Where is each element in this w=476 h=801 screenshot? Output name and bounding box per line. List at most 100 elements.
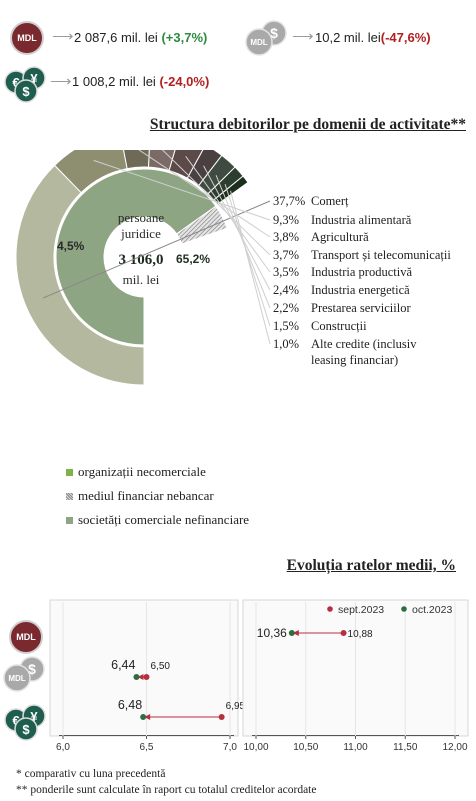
mdl-indexed-value: 10,2 mil. lei(-47,6%) [315, 30, 431, 45]
leader-line [185, 156, 271, 273]
svg-text:$: $ [28, 661, 36, 677]
rates-chart-title: Evoluția ratelor medii, % [286, 557, 456, 574]
x-tick-label: 6,0 [56, 742, 70, 753]
svg-text:$: $ [270, 25, 278, 41]
change-arrow [144, 714, 151, 720]
legend-label: oct.2023 [412, 604, 452, 616]
point-oct [133, 674, 140, 680]
donut-center-text: persoane [118, 210, 164, 225]
mdl-value: 2 087,6 mil. lei (+3,7%) [74, 30, 208, 45]
outer-label-pct: 3,8% [273, 230, 299, 244]
svg-text:¥: ¥ [30, 709, 38, 724]
x-tick-label: 11,50 [393, 742, 418, 753]
footnote-2: ** ponderile sunt calculate în raport cu… [16, 784, 317, 796]
value-label-sept: 10,88 [348, 629, 373, 640]
value-label-sept: 6,50 [151, 661, 171, 672]
outer-label-pct: 1,5% [273, 319, 299, 333]
svg-text:¥: ¥ [30, 71, 38, 86]
x-tick-label: 10,50 [293, 742, 318, 753]
donut-center-text: mil. lei [123, 272, 160, 287]
point-oct [288, 630, 295, 636]
leader-line [42, 200, 271, 299]
coins-dollar-icon: $ MDL [3, 656, 45, 692]
legend-item-societati: societăți comerciale nefinanciare [66, 512, 249, 528]
legend-marker [327, 606, 333, 612]
x-tick-label: 10,00 [243, 742, 268, 753]
leader-line [93, 159, 271, 221]
outer-label-pct: 9,3% [273, 213, 299, 227]
value-label-sept: 6,95 [226, 701, 246, 712]
arrow-right-icon: ⟶ [292, 28, 314, 45]
value-label-oct: 6,48 [118, 698, 142, 712]
inner-label-societati: 65,2% [176, 252, 210, 266]
inner-ring-segment [175, 205, 228, 245]
outer-label-name: Alte credite (inclusiv [311, 337, 417, 351]
point-sept [218, 714, 225, 720]
foreign-value: 1 008,2 mil. lei (-24,0%) [72, 74, 210, 89]
x-tick-label: 7,0 [223, 742, 237, 753]
outer-label-pct: 1,0% [273, 337, 299, 351]
leader-line [203, 165, 271, 291]
donut-chart-title: Structura debitorilor pe domenii de acti… [149, 116, 466, 133]
leader-line [230, 190, 271, 345]
inner-ring-segment [55, 168, 217, 346]
euro-dollar-yen-icon: € ¥ $ [4, 704, 46, 741]
outer-label-pct: 37,7% [273, 194, 305, 208]
inner-label-nebancar: 4,5% [57, 239, 85, 253]
outer-label-pct: 3,7% [273, 248, 299, 262]
outer-ring-segment [53, 150, 128, 194]
outer-label-pct: 3,5% [273, 265, 299, 279]
leader-line [138, 150, 271, 238]
legend-marker [401, 606, 407, 612]
x-tick-label: 6,5 [140, 742, 154, 753]
coins-mdl-label: MDL [250, 38, 267, 47]
legend-swatch [66, 516, 73, 524]
outer-label-name: Industria productivă [311, 265, 412, 279]
outer-label-pct: 2,4% [273, 283, 299, 297]
point-sept [143, 674, 150, 680]
outer-label-name: Prestarea serviciilor [311, 301, 411, 315]
mdl-badge: MDL [10, 21, 44, 55]
donut-center-text: 3 106,0 [119, 252, 164, 268]
svg-text:$: $ [22, 84, 30, 99]
outer-label-name: Industria energetică [311, 283, 410, 297]
coins-mdl-label: MDL [8, 674, 25, 683]
legend-item-organizatii: organizații necomerciale [66, 464, 206, 480]
donut-center-text: juridice [120, 226, 161, 241]
outer-label-name: Transport și telecomunicații [311, 248, 451, 262]
legend-swatch [66, 468, 73, 476]
rates-mdl-badge: MDL [9, 620, 43, 654]
outer-ring-segment [15, 164, 145, 386]
rates-panel [49, 599, 239, 737]
coins-dollar-icon: $ MDL [245, 20, 287, 56]
outer-label-name: Agricultură [311, 230, 369, 244]
x-tick-label: 12,00 [442, 742, 467, 753]
legend-label: sept.2023 [338, 604, 384, 616]
legend-swatch [66, 492, 73, 500]
outer-label-name: Industria alimentară [311, 213, 412, 227]
value-label-oct: 10,36 [257, 626, 287, 640]
svg-text:$: $ [22, 722, 30, 737]
arrow-right-icon: ⟶ [52, 28, 74, 45]
point-oct [140, 714, 147, 720]
rates-chart: 6,0 6,5 7,0 6,44 6,50 6,48 6,95 10,00 10,50 11,00… [49, 599, 469, 753]
outer-label-pct: 2,2% [273, 301, 299, 315]
legend-item-mediul-financiar: mediul financiar nebancar [66, 488, 214, 504]
foreign-change: (-24,0%) [159, 74, 210, 89]
value-label-oct: 6,44 [111, 658, 135, 672]
outer-label-name: Comerț [311, 194, 349, 208]
change-arrow [292, 630, 299, 636]
outer-label-name: Construcții [311, 319, 367, 333]
leader-line [161, 150, 271, 256]
mdl-indexed-change: (-47,6%) [380, 30, 431, 45]
footnote-1: * comparativ cu luna precedentă [16, 768, 166, 780]
euro-dollar-yen-icon: € ¥ $ [4, 66, 46, 103]
arrow-right-icon: ⟶ [50, 73, 72, 90]
outer-label-name: leasing financiar) [311, 353, 398, 367]
point-sept [340, 630, 347, 636]
svg-text:€: € [12, 713, 19, 728]
svg-text:€: € [12, 75, 19, 90]
change-arrow [137, 674, 144, 680]
x-tick-label: 11,00 [343, 742, 368, 753]
